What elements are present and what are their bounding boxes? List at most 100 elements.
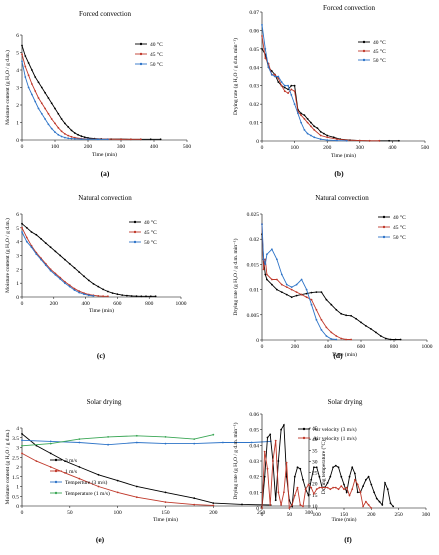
data-point	[388, 139, 390, 142]
x-tick-label: 200	[323, 145, 332, 151]
legend-marker	[54, 480, 58, 484]
data-point	[285, 293, 288, 296]
y-tick-label: 0.03	[249, 84, 259, 90]
data-point	[241, 503, 243, 506]
data-point	[263, 450, 266, 453]
y-tick-label: 0.01	[249, 490, 259, 496]
data-point	[356, 491, 359, 494]
x-tick-label: 200	[291, 344, 300, 350]
data-point	[21, 433, 23, 435]
data-point	[365, 500, 367, 503]
x-tick-label: 400	[150, 144, 159, 150]
data-point	[345, 486, 348, 489]
x-tick-label: 600	[113, 301, 122, 307]
data-point	[68, 285, 71, 288]
x-tick-label: 200	[367, 512, 376, 518]
data-point	[250, 441, 253, 444]
y-tick-label: 1	[16, 281, 19, 287]
data-point	[44, 107, 46, 110]
y-tick-label: 0.025	[247, 212, 260, 218]
data-point	[40, 258, 42, 261]
data-point	[318, 486, 321, 489]
data-point	[277, 81, 280, 83]
series-line-e-2	[21, 439, 271, 446]
data-point	[303, 118, 306, 120]
data-point	[83, 136, 86, 139]
data-point	[107, 295, 109, 298]
chart-panel-c: 0 200 400 600 800 1000 0 1 2 3 4 5 6 Natural convecti…	[4, 194, 187, 360]
data-point	[320, 291, 323, 293]
data-point	[316, 127, 319, 129]
x-tick-label: 250	[395, 512, 404, 518]
data-point	[330, 303, 333, 306]
legend-marker	[382, 225, 386, 229]
data-point	[193, 442, 196, 445]
chart-title: Solar drying	[328, 398, 363, 406]
series-line-a-1	[21, 54, 141, 140]
data-point	[64, 282, 66, 285]
data-point	[389, 502, 392, 505]
series-line-c-1	[21, 227, 108, 297]
chart-title: Natural convection	[78, 194, 132, 202]
data-point	[299, 504, 302, 506]
data-point	[365, 478, 367, 481]
data-point	[78, 291, 81, 294]
legend-label: 45 °C	[393, 224, 406, 231]
data-point	[37, 97, 40, 99]
x-tick-label: 150	[161, 510, 170, 516]
y-tick-label: 0	[16, 295, 19, 301]
data-point	[83, 293, 85, 296]
data-point	[332, 466, 334, 469]
data-point	[35, 253, 38, 256]
data-point	[107, 290, 109, 293]
data-point	[267, 66, 270, 69]
data-point	[135, 434, 138, 437]
data-point	[384, 482, 386, 484]
data-point	[261, 48, 263, 50]
legend-marker	[139, 52, 143, 56]
data-point	[126, 294, 128, 297]
x-tick-label: 300	[356, 145, 365, 151]
x-tick-label: 300	[117, 144, 126, 150]
panel-label: (e)	[96, 535, 105, 544]
x-tick-label: 300	[305, 510, 314, 516]
data-point	[300, 114, 302, 117]
data-point	[21, 44, 23, 47]
legend-marker	[362, 49, 366, 53]
data-point	[389, 338, 392, 341]
x-tick-label: 200	[50, 301, 59, 307]
series-line-b-2	[261, 24, 347, 142]
y-tick-label: 5	[16, 51, 19, 57]
data-point	[306, 121, 309, 124]
data-point	[283, 84, 286, 87]
data-point	[73, 289, 76, 291]
y-axis-label: Moisture content (g H₂O / g d.m.)	[4, 50, 11, 125]
data-point	[313, 136, 316, 139]
data-point	[340, 337, 343, 340]
data-point	[78, 438, 81, 440]
data-point	[296, 486, 299, 489]
data-point	[337, 466, 340, 469]
data-point	[31, 69, 33, 71]
data-point	[274, 73, 276, 76]
data-point	[54, 274, 57, 276]
data-point	[154, 295, 157, 298]
data-point	[35, 460, 38, 462]
data-point	[336, 138, 338, 141]
legend-label: 1 m/s	[65, 469, 77, 475]
data-point	[276, 288, 278, 291]
data-point	[319, 138, 322, 141]
data-point	[290, 286, 293, 288]
y-tick-label: 0.015	[247, 262, 260, 268]
x-tick-label: 1000	[422, 344, 433, 350]
data-point	[27, 86, 30, 89]
y-tick-label: 0.02	[249, 475, 259, 481]
y-tick-label: 4	[16, 240, 19, 246]
data-point	[264, 57, 267, 59]
data-point	[291, 504, 293, 506]
y-right-tick-label: 20	[312, 482, 318, 488]
data-point	[293, 84, 296, 87]
data-point	[337, 488, 340, 491]
data-point	[287, 84, 289, 87]
legend-marker	[139, 62, 143, 66]
